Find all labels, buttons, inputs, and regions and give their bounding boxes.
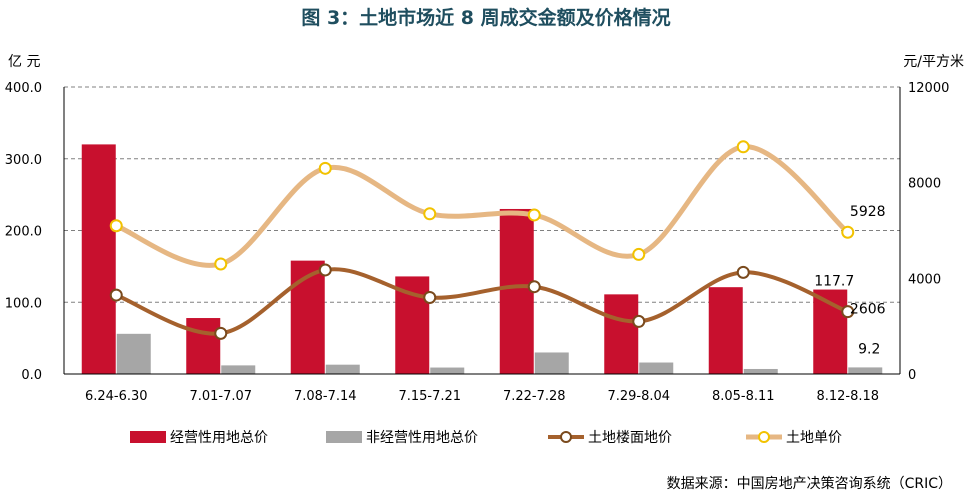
y-right-tick-label: 0 xyxy=(908,368,916,383)
bar-noncommercial xyxy=(534,352,569,374)
x-tick-label: 7.01-7.07 xyxy=(189,389,252,404)
line-unit-price-point xyxy=(527,208,541,222)
left-axis-unit: 亿 元 xyxy=(8,54,40,70)
y-right-tick-label: 12000 xyxy=(908,81,949,96)
source-note: 数据来源：中国房地产决策咨询系统（CRIC） xyxy=(667,475,952,492)
bar-commercial xyxy=(499,208,534,374)
bar-noncommercial xyxy=(325,364,360,374)
x-tick-label: 8.05-8.11 xyxy=(712,389,775,404)
line-floor-price-point xyxy=(318,263,332,277)
legend-floor-price-label: 土地楼面地价 xyxy=(588,430,672,446)
y-left-tick-label: 400.0 xyxy=(5,81,42,96)
bar-noncommercial xyxy=(221,365,256,374)
series-lines xyxy=(109,140,855,340)
legend-unit-price-label: 土地单价 xyxy=(786,430,842,446)
data-label: 2606 xyxy=(850,302,886,318)
y-right-tick-label: 4000 xyxy=(908,272,941,287)
legend-commercial-swatch xyxy=(130,431,166,443)
line-floor-price-point xyxy=(632,314,646,328)
bar-commercial xyxy=(708,287,743,374)
y-left-tick-label: 200.0 xyxy=(5,225,42,240)
line-floor-price-point xyxy=(423,290,437,304)
tick-labels: 0.0 100.0 200.0 300.0 400.0 0 4000 8000 12000 6.2… xyxy=(5,81,950,404)
legend-floor-price-marker xyxy=(560,431,572,443)
bar-noncommercial xyxy=(639,362,674,374)
legend: 经营性用地总价 非经营性用地总价 土地楼面地价 土地单价 xyxy=(130,430,842,446)
line-unit-price-point xyxy=(109,219,123,233)
x-tick-label: 6.24-6.30 xyxy=(85,389,148,404)
x-tick-label: 7.15-7.21 xyxy=(398,389,461,404)
data-label: 5928 xyxy=(850,204,886,220)
line-floor-price-point xyxy=(214,326,228,340)
line-floor-price xyxy=(114,267,850,336)
line-floor-price-point xyxy=(527,280,541,294)
line-unit-price-point xyxy=(632,247,646,261)
legend-noncommercial-swatch xyxy=(326,431,362,443)
chart-title: 图 3：土地市场近 8 周成交金额及价格情况 xyxy=(301,6,670,29)
legend-commercial-label: 经营性用地总价 xyxy=(170,430,268,446)
axes xyxy=(63,87,901,375)
bar-commercial xyxy=(81,144,116,374)
legend-noncommercial-label: 非经营性用地总价 xyxy=(366,430,478,446)
x-tick-label: 7.29-8.04 xyxy=(607,389,670,404)
gridlines xyxy=(64,86,900,303)
bar-noncommercial xyxy=(848,367,883,374)
line-unit-price-point xyxy=(736,140,750,154)
bar-commercial xyxy=(290,260,325,374)
line-unit-price xyxy=(113,144,851,268)
bar-noncommercial xyxy=(430,367,465,374)
x-tick-label: 7.22-7.28 xyxy=(503,389,566,404)
line-unit-price-point xyxy=(423,207,437,221)
bars xyxy=(81,144,883,374)
data-labels: 117.7 9.2 5928 2606 xyxy=(814,204,885,357)
data-label: 9.2 xyxy=(858,341,880,357)
line-floor-price-point xyxy=(736,265,750,279)
y-left-tick-label: 100.0 xyxy=(5,296,42,311)
data-label: 117.7 xyxy=(814,274,854,290)
bar-commercial xyxy=(604,294,639,374)
line-unit-price-point xyxy=(318,161,332,175)
y-right-tick-label: 8000 xyxy=(908,177,941,192)
bar-noncommercial xyxy=(743,368,778,374)
legend-unit-price-marker xyxy=(758,431,770,443)
x-tick-label: 7.08-7.14 xyxy=(294,389,357,404)
line-unit-price-point xyxy=(841,225,855,239)
bar-commercial xyxy=(186,318,221,374)
line-unit-price-point xyxy=(214,257,228,271)
y-left-tick-label: 300.0 xyxy=(5,153,42,168)
line-floor-price-point xyxy=(109,288,123,302)
y-left-tick-label: 0.0 xyxy=(21,368,42,383)
line-floor-price-point xyxy=(841,305,855,319)
bar-noncommercial xyxy=(116,333,151,374)
right-axis-unit: 元/平方米 xyxy=(903,54,964,70)
x-tick-label: 8.12-8.18 xyxy=(816,389,879,404)
